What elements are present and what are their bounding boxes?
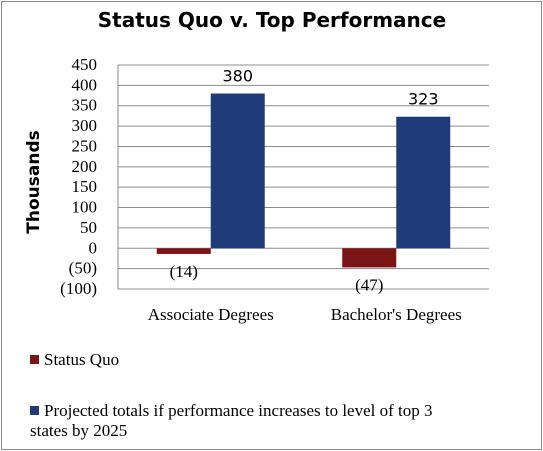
- legend-swatch-status-quo: [30, 355, 39, 364]
- data-label: (14): [170, 262, 198, 281]
- y-tick-label: 450: [72, 55, 98, 74]
- y-tick-label: 300: [72, 116, 98, 135]
- x-tick-label: Bachelor's Degrees: [331, 305, 462, 324]
- x-axis-ticks: Associate Degrees Bachelor's Degrees: [148, 305, 462, 324]
- y-tick-label: 0: [89, 238, 98, 257]
- data-label: 380: [222, 67, 253, 86]
- legend-label-projected: Projected totals if performance increase…: [30, 401, 433, 440]
- y-tick-label: 100: [72, 198, 98, 217]
- y-tick-label: 50: [80, 218, 97, 237]
- data-labels: (14) 380 (47) 323: [170, 67, 439, 295]
- y-tick-label: 350: [72, 96, 98, 115]
- bar-projected: [210, 93, 265, 249]
- legend: Status Quo Projected totals if performan…: [30, 350, 433, 440]
- chart-title: Status Quo v. Top Performance: [98, 8, 446, 32]
- bar-status-quo: [342, 248, 397, 268]
- y-tick-label: 400: [72, 75, 98, 94]
- x-tick-label: Associate Degrees: [148, 305, 274, 324]
- bars: [156, 93, 451, 268]
- bar-projected: [396, 116, 451, 249]
- y-tick-label: 250: [72, 136, 98, 155]
- y-tick-label: 150: [72, 177, 98, 196]
- data-label: 323: [408, 90, 439, 109]
- legend-swatch-projected: [30, 406, 39, 415]
- y-tick-label: (100): [60, 279, 97, 298]
- y-axis-label: Thousands: [24, 130, 44, 233]
- bar-status-quo: [156, 248, 211, 254]
- y-tick-label: 200: [72, 157, 98, 176]
- data-label: (47): [355, 275, 383, 294]
- y-tick-label: (50): [69, 259, 97, 278]
- legend-label-status-quo: Status Quo: [44, 350, 119, 369]
